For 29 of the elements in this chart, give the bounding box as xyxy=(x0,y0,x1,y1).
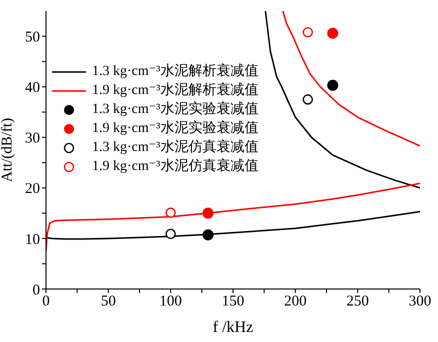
x-tick-label: 150 xyxy=(222,294,244,310)
y-tick-label: 10 xyxy=(25,232,40,248)
y-tick-label: 20 xyxy=(25,181,40,198)
legend-label: 1.9 kg·cm⁻³水泥实验衰减值 xyxy=(92,119,258,138)
x-tick-label: 100 xyxy=(159,294,182,310)
point xyxy=(327,28,338,39)
point xyxy=(166,208,176,218)
point xyxy=(302,94,313,105)
legend-label: 1.3 kg·cm⁻³水泥仿真衰减值 xyxy=(92,138,258,157)
y-tick-label: 0 xyxy=(32,282,40,298)
y-tick-label: 40 xyxy=(25,80,40,96)
x-tick-label: 200 xyxy=(284,294,307,310)
point xyxy=(166,228,176,240)
y-tick-label: 30 xyxy=(25,130,40,147)
y-tick-label: 50 xyxy=(25,30,40,46)
x-tick-label: 300 xyxy=(408,294,432,310)
y-axis-title: Att/(dB/ft) xyxy=(0,118,16,182)
legend-label: 1.3 kg·cm⁻³水泥解析衰减值 xyxy=(92,62,258,81)
x-tick-label: 250 xyxy=(346,294,369,310)
point xyxy=(327,80,338,91)
legend-label: 1.9 kg·cm⁻³水泥解析衰减值 xyxy=(92,81,258,100)
legend-label: 1.9 kg·cm⁻³水泥仿真衰减值 xyxy=(92,157,258,176)
x-tick-label: 50 xyxy=(100,294,116,310)
x-tick-label: 0 xyxy=(42,294,50,310)
point xyxy=(202,229,214,240)
point xyxy=(302,27,313,38)
legend-label: 1.3 kg·cm⁻³水泥实验衰减值 xyxy=(92,100,258,119)
x-axis-title: f /kHz xyxy=(212,319,254,336)
point xyxy=(202,208,214,219)
